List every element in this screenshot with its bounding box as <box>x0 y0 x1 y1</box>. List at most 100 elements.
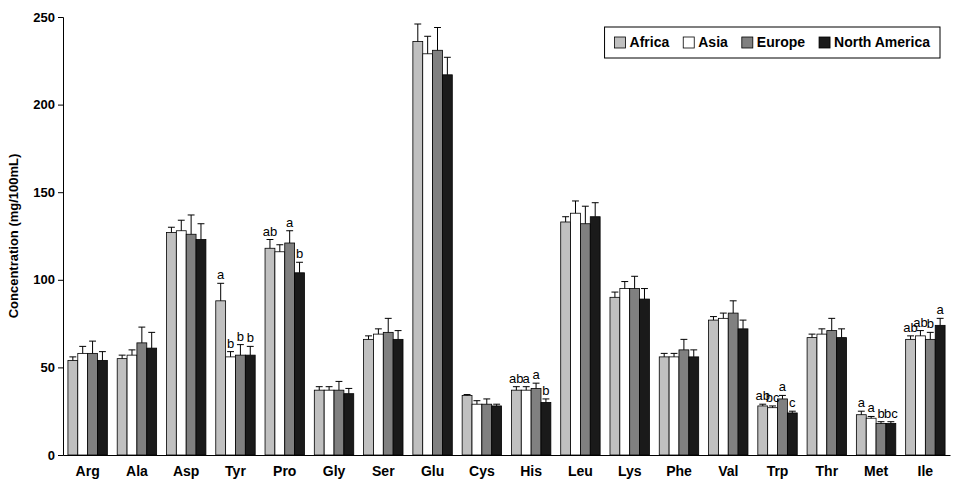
error-bar <box>119 355 126 359</box>
error-bar <box>375 329 382 334</box>
x-tick-label: Leu <box>568 463 593 479</box>
significance-letter: a <box>532 367 540 382</box>
bar <box>295 273 305 455</box>
error-bar <box>671 353 678 357</box>
x-tick: Gly <box>323 455 346 479</box>
error-bar <box>198 224 205 240</box>
error-bar <box>276 245 283 252</box>
y-tick: 100 <box>33 272 63 287</box>
error-bar <box>828 318 835 330</box>
significance-letter: a <box>937 302 945 317</box>
error-bar <box>621 282 628 289</box>
error-bar <box>79 346 86 353</box>
x-tick: Lys <box>618 455 642 479</box>
bar <box>837 338 847 455</box>
legend-swatch <box>615 37 626 48</box>
y-axis: 0 50 100 150 200 250 <box>33 10 63 463</box>
bar <box>423 54 433 455</box>
x-tick: Cys <box>469 455 495 479</box>
y-tick-label: 100 <box>33 272 55 287</box>
bar <box>383 332 393 455</box>
x-tick-label: Glu <box>421 463 444 479</box>
bar <box>492 406 502 455</box>
y-tick-label: 50 <box>41 360 55 375</box>
bar <box>640 299 650 455</box>
bar-series <box>68 42 916 455</box>
error-bar <box>365 336 372 340</box>
chart: aabababaabbabcaabbaaabbbbbcbca0501001502… <box>0 0 959 501</box>
error-bar <box>168 227 175 232</box>
error-bar <box>227 352 234 357</box>
bar <box>916 336 926 455</box>
x-tick-label: Ala <box>126 463 148 479</box>
significance-letter: b <box>296 246 303 261</box>
significance-letter: a <box>286 215 294 230</box>
bar <box>433 50 443 455</box>
significance-letter: a <box>779 379 787 394</box>
error-bar <box>878 422 885 424</box>
error-bar <box>858 411 865 415</box>
y-tick-mark <box>58 280 63 281</box>
x-tick-label: Val <box>718 463 738 479</box>
bar <box>265 248 275 455</box>
x-tick-label: Asp <box>173 463 199 479</box>
bar <box>620 289 630 455</box>
error-bar <box>789 411 796 413</box>
error-bar <box>513 387 520 391</box>
bar <box>935 325 945 455</box>
significance-letters: aabababaabbabcaabbaaabbbbbcbca <box>217 215 944 421</box>
error-bar <box>69 357 76 361</box>
error-bar <box>572 201 579 213</box>
legend-swatch <box>819 37 830 48</box>
error-bar <box>838 329 845 338</box>
y-tick-mark <box>58 192 63 193</box>
legend-label: North America <box>834 34 930 50</box>
y-tick-label: 250 <box>33 10 55 25</box>
significance-letter: a <box>523 371 531 386</box>
bar <box>561 222 571 455</box>
significance-letter: b <box>927 316 934 331</box>
bar <box>906 339 916 455</box>
bar <box>590 217 600 455</box>
legend-swatch <box>683 37 694 48</box>
y-tick: 200 <box>33 97 63 112</box>
error-bar <box>769 406 776 408</box>
legend-label: Europe <box>757 34 805 50</box>
error-bar <box>414 24 421 42</box>
error-bar <box>907 336 914 340</box>
error-bar <box>927 332 934 339</box>
bar <box>147 348 157 455</box>
bar <box>364 339 374 455</box>
error-bar <box>148 332 155 348</box>
legend-label: Africa <box>630 34 670 50</box>
error-bar <box>99 352 106 361</box>
significance-letter: b <box>237 329 244 344</box>
x-tick: Val <box>718 455 738 479</box>
x-tick-label: Phe <box>666 463 692 479</box>
bar <box>216 301 226 455</box>
error-bar <box>720 313 727 318</box>
bar-series <box>97 75 945 455</box>
bar <box>324 390 334 455</box>
bar <box>709 320 719 455</box>
legend-box <box>605 27 940 58</box>
error-bar <box>887 422 894 424</box>
bar <box>186 234 196 455</box>
x-tick-label: Cys <box>469 463 495 479</box>
bar <box>137 343 147 455</box>
error-bar <box>661 353 668 357</box>
bar <box>768 408 778 455</box>
bar <box>97 360 107 455</box>
error-bar <box>740 320 747 329</box>
bar <box>127 355 137 455</box>
bar-series <box>88 50 936 455</box>
y-tick: 0 <box>48 448 63 463</box>
error-bar <box>917 331 924 336</box>
x-tick-label: Ser <box>372 463 395 479</box>
bar <box>482 404 492 455</box>
error-bars <box>99 57 944 423</box>
error-bar <box>316 387 323 391</box>
x-tick: Glu <box>421 455 444 479</box>
bar <box>866 418 876 455</box>
y-tick-label: 150 <box>33 185 55 200</box>
